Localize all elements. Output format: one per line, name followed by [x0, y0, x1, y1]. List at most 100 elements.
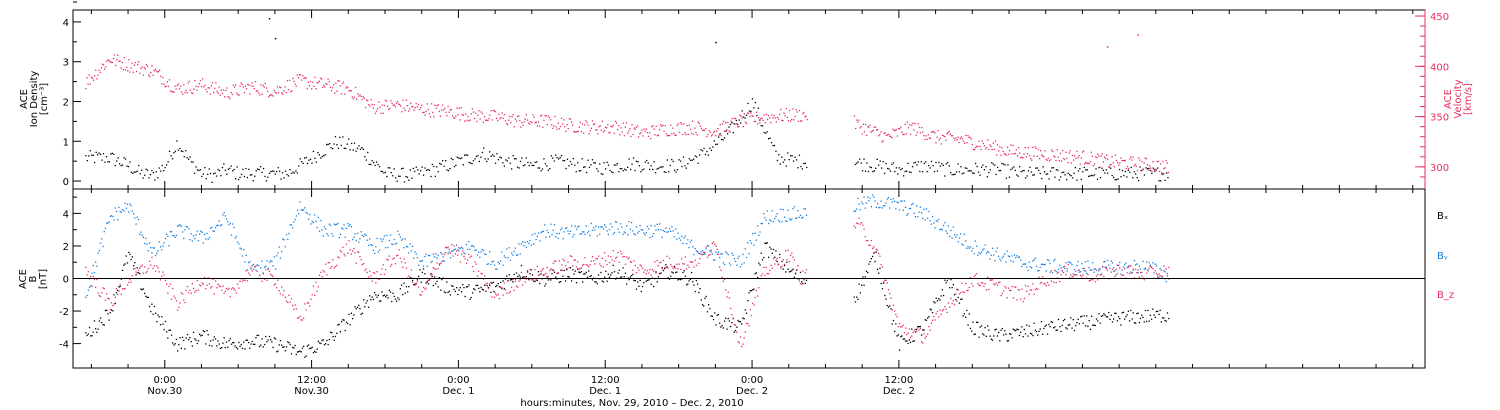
- data-point: [984, 148, 987, 150]
- data-point: [641, 285, 644, 288]
- data-point: [272, 275, 274, 278]
- data-point: [653, 270, 655, 272]
- data-point: [665, 264, 667, 266]
- data-point: [601, 257, 603, 259]
- data-point: [445, 111, 447, 113]
- data-point: [1093, 324, 1095, 326]
- data-point: [507, 123, 509, 126]
- data-point: [660, 124, 662, 126]
- data-point: [922, 217, 924, 219]
- data-point: [765, 132, 767, 134]
- data-point: [228, 96, 230, 98]
- data-point: [769, 246, 771, 248]
- data-point: [164, 86, 166, 88]
- data-point: [590, 222, 592, 225]
- data-point: [712, 131, 715, 134]
- data-point: [344, 255, 346, 257]
- data-point: [679, 279, 682, 281]
- data-point: [861, 284, 863, 286]
- data-point: [567, 230, 569, 232]
- data-point: [86, 77, 88, 79]
- data-point: [453, 166, 456, 168]
- data-point: [748, 325, 750, 327]
- data-point: [873, 170, 875, 172]
- data-point: [104, 68, 106, 70]
- data-point: [976, 273, 978, 275]
- data-point: [613, 164, 616, 166]
- data-point: [202, 242, 204, 244]
- data-point: [858, 283, 860, 285]
- data-point: [348, 240, 350, 242]
- x-tick-date-label: Nov.30: [294, 386, 329, 397]
- data-point: [862, 123, 864, 125]
- data-point: [1000, 329, 1002, 331]
- velocity-axis-label: ACE Velocity [km/s]: [1443, 79, 1474, 118]
- data-point: [695, 131, 697, 134]
- data-point: [1071, 276, 1073, 278]
- data-point: [1040, 281, 1043, 284]
- data-point: [329, 143, 331, 145]
- data-point: [271, 170, 273, 172]
- data-point: [365, 302, 367, 304]
- data-point: [169, 231, 171, 233]
- data-point: [929, 137, 932, 140]
- data-point: [992, 142, 994, 144]
- data-point: [1067, 162, 1069, 164]
- data-point: [1022, 170, 1024, 172]
- data-point: [864, 276, 866, 278]
- data-point: [1152, 308, 1154, 310]
- data-point: [862, 276, 864, 278]
- data-point: [552, 262, 554, 264]
- data-point: [365, 268, 367, 270]
- data-point: [1094, 324, 1096, 327]
- data-point: [729, 131, 731, 133]
- data-point: [124, 287, 126, 290]
- data-point: [464, 258, 466, 260]
- data-point: [715, 251, 717, 253]
- data-point: [786, 261, 788, 263]
- data-point: [993, 283, 995, 285]
- data-point: [361, 147, 363, 149]
- data-point: [799, 271, 802, 273]
- data-point: [566, 158, 569, 160]
- data-point: [493, 110, 496, 112]
- data-point: [212, 278, 214, 280]
- data-point: [199, 169, 202, 171]
- data-point: [138, 61, 140, 63]
- data-point: [183, 156, 185, 158]
- data-point: [1087, 260, 1089, 262]
- data-point: [1037, 148, 1040, 151]
- data-point: [117, 289, 119, 292]
- data-point: [614, 120, 617, 123]
- data-point: [449, 168, 451, 170]
- data-point: [1023, 297, 1025, 300]
- data-point: [1029, 332, 1032, 335]
- data-point: [224, 169, 226, 172]
- data-point: [151, 65, 153, 67]
- data-point: [867, 271, 869, 274]
- data-point: [161, 83, 163, 85]
- data-point: [790, 120, 792, 122]
- data-point: [426, 265, 428, 267]
- data-point: [753, 288, 755, 290]
- data-point: [248, 84, 250, 86]
- data-point: [731, 121, 733, 124]
- data-point: [616, 122, 618, 124]
- data-point: [355, 239, 357, 242]
- data-point: [245, 339, 247, 341]
- data-point: [251, 82, 253, 84]
- data-point: [221, 347, 223, 349]
- data-point: [1160, 269, 1162, 271]
- data-point: [415, 253, 417, 255]
- data-point: [619, 276, 622, 278]
- data-point: [445, 252, 447, 254]
- data-point: [1000, 154, 1002, 156]
- data-point: [118, 206, 120, 209]
- data-point: [913, 212, 915, 214]
- data-point: [763, 114, 765, 116]
- data-point: [283, 90, 285, 92]
- data-point: [442, 160, 444, 162]
- data-point: [304, 356, 306, 358]
- data-point: [1001, 257, 1003, 259]
- data-point: [470, 296, 472, 299]
